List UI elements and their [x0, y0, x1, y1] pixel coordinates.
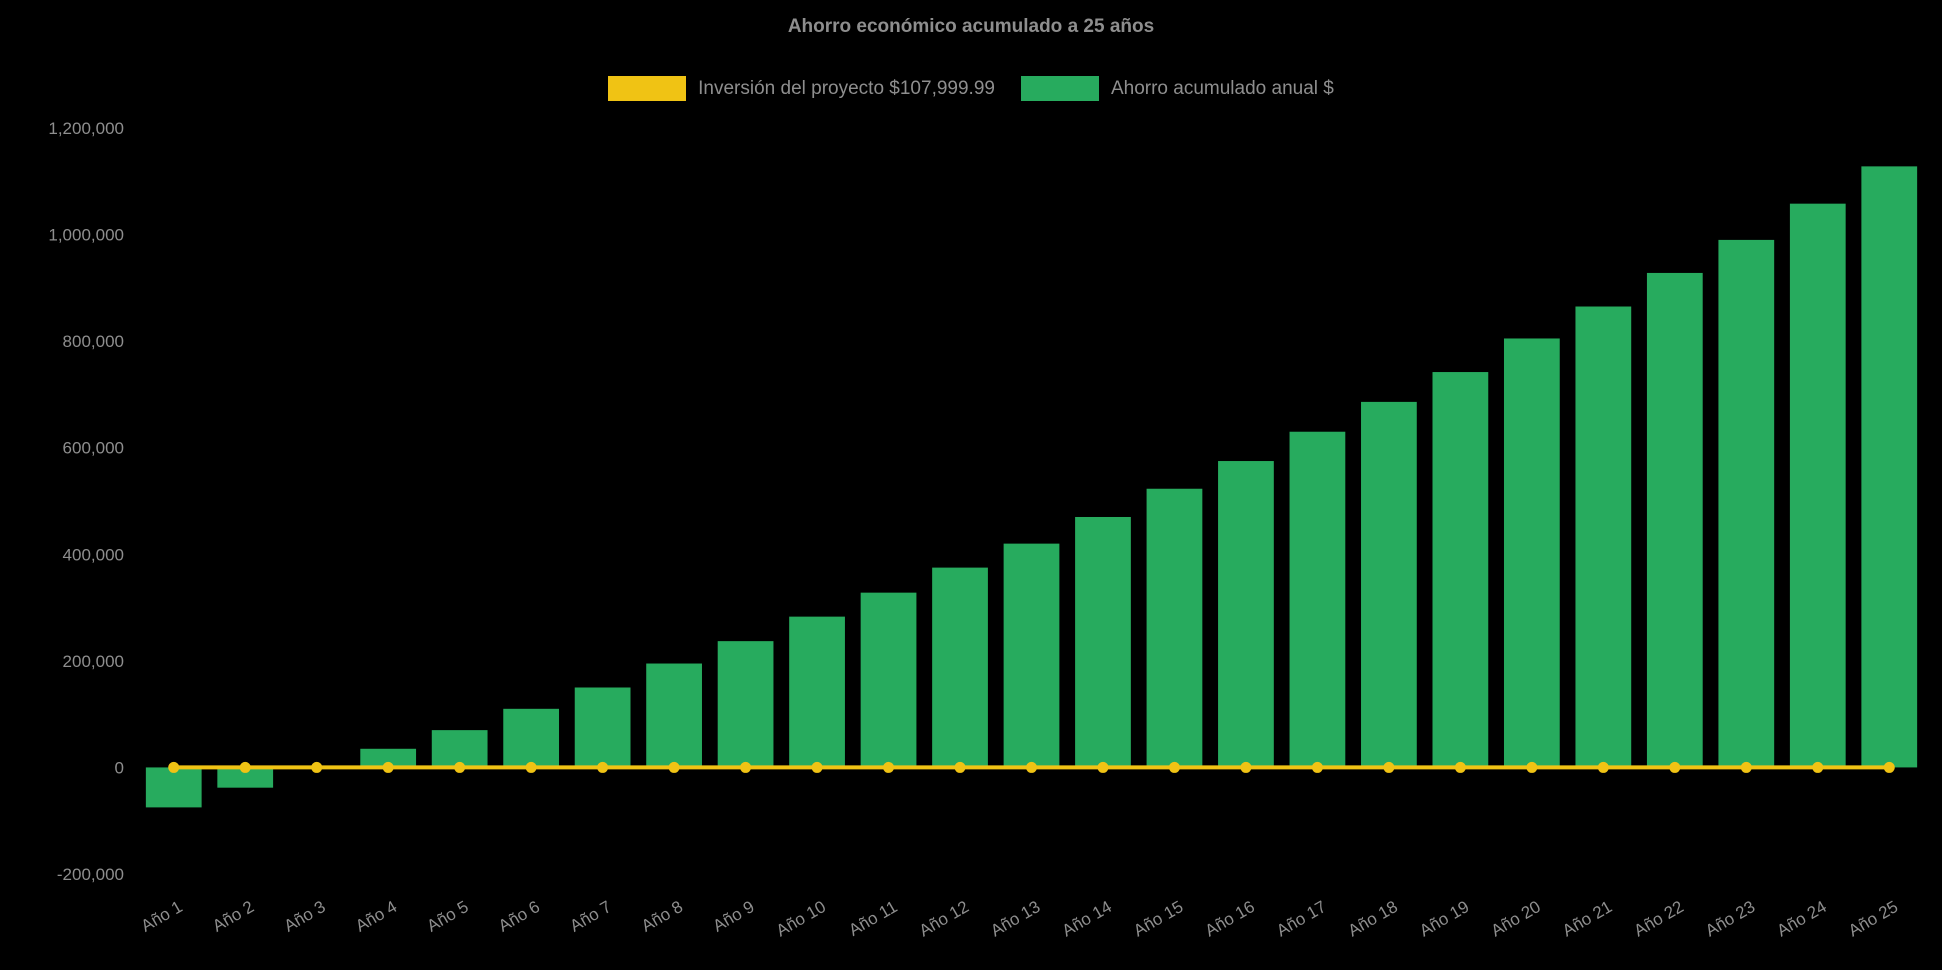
y-axis-tick-label: 1,000,000: [48, 226, 124, 245]
bar[interactable]: [1503, 338, 1560, 768]
x-axis-tick-label: Año 2: [209, 897, 257, 936]
bar[interactable]: [1075, 516, 1131, 768]
line-point[interactable]: [1454, 761, 1466, 773]
x-axis-tick-label: Año 17: [1273, 897, 1329, 940]
x-axis-tick-label: Año 11: [845, 897, 900, 940]
bar[interactable]: [1718, 239, 1775, 768]
x-axis-tick-label: Año 18: [1345, 897, 1401, 940]
line-point[interactable]: [597, 761, 609, 773]
bar[interactable]: [1432, 372, 1489, 768]
line-point[interactable]: [1026, 761, 1037, 773]
x-axis-tick-label: Año 8: [638, 897, 686, 936]
y-axis-tick-label: 600,000: [63, 439, 124, 458]
x-axis-tick-label: Año 25: [1845, 897, 1901, 940]
bar[interactable]: [431, 730, 488, 768]
x-axis-tick-label: Año 7: [567, 897, 615, 936]
line-point[interactable]: [1669, 761, 1681, 773]
line-point[interactable]: [1240, 761, 1252, 773]
x-axis-tick-label: Año 24: [1774, 897, 1830, 940]
bar[interactable]: [503, 708, 560, 768]
line-point[interactable]: [668, 761, 680, 773]
investment-legend-label: Inversión del proyecto $107,999.99: [698, 77, 995, 99]
bar[interactable]: [1218, 461, 1274, 768]
x-axis-tick-label: Año 12: [916, 897, 972, 940]
x-axis-tick-label: Año 16: [1202, 897, 1258, 940]
x-axis-tick-label: Año 14: [1059, 897, 1115, 940]
savings-legend-swatch: [1020, 76, 1099, 101]
bar[interactable]: [1003, 543, 1060, 768]
bar[interactable]: [574, 687, 631, 768]
line-point[interactable]: [454, 761, 466, 773]
x-axis-tick-label: Año 20: [1488, 897, 1544, 940]
bar[interactable]: [1789, 203, 1846, 768]
bar[interactable]: [1646, 272, 1703, 768]
bar[interactable]: [1861, 166, 1918, 768]
bar[interactable]: [1289, 431, 1346, 768]
x-axis-tick-label: Año 6: [495, 897, 543, 936]
line-point[interactable]: [1740, 761, 1752, 773]
line-point[interactable]: [1168, 761, 1180, 773]
bar[interactable]: [360, 748, 417, 768]
bar[interactable]: [932, 567, 988, 768]
legend-item-investment[interactable]: Inversión del proyecto $107,999.99: [608, 76, 995, 101]
bar[interactable]: [145, 767, 202, 808]
line-point[interactable]: [1311, 761, 1323, 773]
line-point[interactable]: [1812, 761, 1824, 773]
line-point[interactable]: [311, 761, 323, 773]
y-axis-tick-label: -200,000: [57, 865, 124, 884]
line-point[interactable]: [811, 761, 823, 773]
line-point[interactable]: [954, 761, 966, 773]
chart-title: Ahorro económico acumulado a 25 años: [787, 16, 1155, 37]
x-axis-tick-label: Año 22: [1631, 897, 1687, 940]
y-axis-tick-label: 800,000: [63, 332, 124, 351]
x-axis-tick-label: Año 4: [352, 897, 400, 936]
bar[interactable]: [789, 616, 845, 768]
x-axis-tick-label: Año 3: [281, 897, 329, 936]
x-axis-tick-label: Año 23: [1702, 897, 1758, 940]
line-point[interactable]: [1597, 761, 1609, 773]
x-axis-tick-label: Año 19: [1416, 897, 1472, 940]
x-axis-tick-label: Año 9: [710, 897, 758, 936]
line-point[interactable]: [883, 761, 895, 773]
bar[interactable]: [1361, 401, 1417, 768]
x-axis-tick-label: Año 10: [773, 897, 829, 940]
y-axis-tick-label: 400,000: [63, 545, 124, 564]
bar[interactable]: [1575, 306, 1632, 768]
bar[interactable]: [1146, 488, 1203, 768]
y-axis-tick-label: 1,200,000: [48, 119, 124, 138]
chart-legend: Inversión del proyecto $107,999.99 Ahorr…: [0, 76, 1942, 101]
line-point[interactable]: [1097, 761, 1109, 773]
line-point[interactable]: [525, 761, 537, 773]
legend-item-savings[interactable]: Ahorro acumulado anual $: [1020, 76, 1334, 101]
line-point[interactable]: [1883, 761, 1895, 773]
line-point[interactable]: [1383, 761, 1395, 773]
bar[interactable]: [646, 663, 702, 768]
x-axis-tick-label: Año 13: [987, 897, 1043, 940]
x-axis-tick-label: Año 1: [138, 897, 186, 936]
line-point[interactable]: [740, 761, 752, 773]
x-axis-tick-label: Año 15: [1130, 897, 1186, 940]
y-axis-tick-label: 0: [115, 758, 124, 777]
savings-legend-label: Ahorro acumulado anual $: [1110, 77, 1334, 99]
bar[interactable]: [860, 592, 917, 768]
investment-legend-swatch: [608, 76, 687, 101]
line-point[interactable]: [382, 761, 394, 773]
x-axis-tick-label: Año 21: [1559, 897, 1615, 940]
bar[interactable]: [217, 767, 274, 788]
x-axis-tick-label: Año 5: [424, 897, 472, 936]
line-point[interactable]: [168, 761, 180, 773]
y-axis-tick-label: 200,000: [63, 652, 124, 671]
line-point[interactable]: [239, 761, 251, 773]
bar[interactable]: [717, 641, 774, 768]
line-point[interactable]: [1526, 761, 1538, 773]
